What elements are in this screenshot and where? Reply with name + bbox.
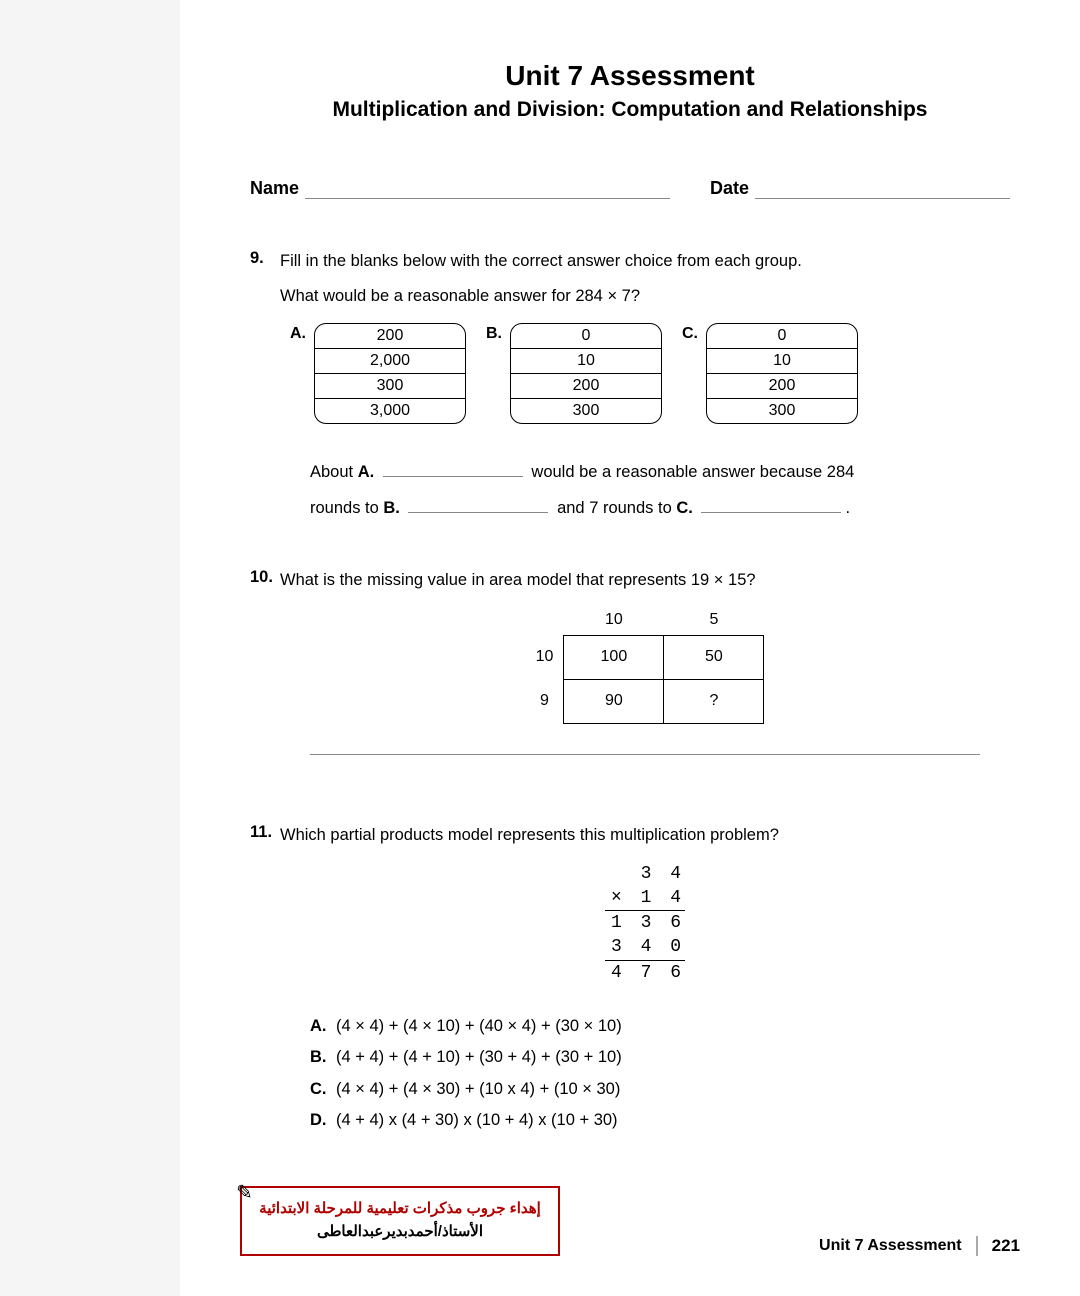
q9-fill-sentence: About A. would be a reasonable answer be… <box>310 454 1010 527</box>
q10-col-hdr: 10 <box>564 607 664 636</box>
q9-bold-c: C. <box>676 499 693 517</box>
q11-answer-a[interactable]: A.(4 × 4) + (4 × 10) + (40 × 4) + (30 × … <box>310 1011 1010 1042</box>
q11-stack-row: × 1 4 <box>605 886 685 910</box>
q9-text: would be a reasonable answer because 284 <box>531 463 854 481</box>
credit-stamp: ✎ إهداء جروب مذكرات تعليمية للمرحلة الاب… <box>240 1186 560 1256</box>
q9-prompt: What would be a reasonable answer for 28… <box>280 284 1010 309</box>
q10-cell: 50 <box>664 635 764 679</box>
question-10: 10. What is the missing value in area mo… <box>250 568 1010 795</box>
question-11: 11. Which partial products model represe… <box>250 823 1010 1137</box>
date-blank[interactable] <box>755 181 1010 199</box>
name-date-row: Name Date <box>250 178 1010 199</box>
pencil-icon: ✎ <box>236 1180 253 1205</box>
name-blank[interactable] <box>305 181 670 199</box>
q9-a-opt[interactable]: 300 <box>315 374 465 399</box>
q9-option-groups: A. 200 2,000 300 3,000 B. 0 10 <box>290 323 1010 424</box>
q10-col-hdr: 5 <box>664 607 764 636</box>
q11-stack-row: 1 3 6 <box>605 910 685 935</box>
q10-cell: 90 <box>564 679 664 723</box>
q11-answer-c[interactable]: C.(4 × 4) + (4 × 30) + (10 x 4) + (10 × … <box>310 1074 1010 1105</box>
q11-prompt: Which partial products model represents … <box>280 823 1010 848</box>
q9-blank-a[interactable] <box>383 463 523 477</box>
q9-box-b: 0 10 200 300 <box>510 323 662 424</box>
q9-c-opt[interactable]: 0 <box>707 324 857 349</box>
q10-row-hdr: 9 <box>526 679 564 723</box>
q9-text: . <box>845 499 850 517</box>
q11-stack-row: 3 4 <box>605 862 685 886</box>
page-number: 221 <box>976 1236 1020 1256</box>
q11-answers: A.(4 × 4) + (4 × 10) + (40 × 4) + (30 × … <box>310 1011 1010 1136</box>
q9-a-opt[interactable]: 2,000 <box>315 349 465 374</box>
worksheet-page: Unit 7 Assessment Multiplication and Div… <box>180 0 1080 1296</box>
q10-number: 10. <box>250 568 280 795</box>
q9-c-opt[interactable]: 300 <box>707 399 857 423</box>
q9-a-opt[interactable]: 200 <box>315 324 465 349</box>
page-footer: ✎ إهداء جروب مذكرات تعليمية للمرحلة الاب… <box>240 1186 1020 1256</box>
q10-answer-blank[interactable] <box>310 754 980 755</box>
q10-cell: 100 <box>564 635 664 679</box>
q9-label-b: B. <box>486 323 502 343</box>
q11-answer-d[interactable]: D.(4 + 4) x (4 + 30) x (10 + 4) x (10 + … <box>310 1105 1010 1136</box>
q9-box-a: 200 2,000 300 3,000 <box>314 323 466 424</box>
q11-stack-row: 3 4 0 <box>605 935 685 959</box>
q9-instruction: Fill in the blanks below with the correc… <box>280 249 1010 274</box>
q9-c-opt[interactable]: 200 <box>707 374 857 399</box>
q10-row-hdr: 10 <box>526 635 564 679</box>
date-label: Date <box>710 178 749 199</box>
q9-text: About <box>310 463 358 481</box>
q9-blank-c[interactable] <box>701 499 841 513</box>
q9-label-c: C. <box>682 323 698 343</box>
title-sub: Multiplication and Division: Computation… <box>250 98 1010 122</box>
q11-mult-stack: 3 4 × 1 4 1 3 6 3 4 0 4 7 6 <box>605 862 685 985</box>
q9-b-opt[interactable]: 200 <box>511 374 661 399</box>
credit-line1: إهداء جروب مذكرات تعليمية للمرحلة الابتد… <box>242 1198 558 1221</box>
q9-bold-a: A. <box>358 463 375 481</box>
q9-group-b: B. 0 10 200 300 <box>486 323 662 424</box>
q10-prompt: What is the missing value in area model … <box>280 568 1010 593</box>
credit-line2: الأستاذ/أحمدبديرعبدالعاطى <box>242 1221 558 1244</box>
footer-right: Unit 7 Assessment 221 <box>819 1236 1020 1256</box>
q11-answer-b[interactable]: B.(4 + 4) + (4 + 10) + (30 + 4) + (30 + … <box>310 1042 1010 1073</box>
q9-bold-b: B. <box>383 499 400 517</box>
q10-area-model: 10 5 10 100 50 9 90 ? <box>526 607 765 724</box>
q9-number: 9. <box>250 249 280 540</box>
q9-box-c: 0 10 200 300 <box>706 323 858 424</box>
question-9: 9. Fill in the blanks below with the cor… <box>250 249 1010 540</box>
name-label: Name <box>250 178 299 199</box>
q9-label-a: A. <box>290 323 306 343</box>
q9-b-opt[interactable]: 10 <box>511 349 661 374</box>
q9-group-c: C. 0 10 200 300 <box>682 323 858 424</box>
q9-a-opt[interactable]: 3,000 <box>315 399 465 423</box>
q9-text: rounds to <box>310 499 383 517</box>
q9-blank-b[interactable] <box>408 499 548 513</box>
q9-b-opt[interactable]: 300 <box>511 399 661 423</box>
q9-c-opt[interactable]: 10 <box>707 349 857 374</box>
footer-title: Unit 7 Assessment <box>819 1237 962 1255</box>
title-main: Unit 7 Assessment <box>250 60 1010 92</box>
q9-b-opt[interactable]: 0 <box>511 324 661 349</box>
q10-cell: ? <box>664 679 764 723</box>
q9-group-a: A. 200 2,000 300 3,000 <box>290 323 466 424</box>
q11-number: 11. <box>250 823 280 1137</box>
q11-stack-row: 4 7 6 <box>605 960 685 985</box>
q9-text: and 7 rounds to <box>557 499 676 517</box>
